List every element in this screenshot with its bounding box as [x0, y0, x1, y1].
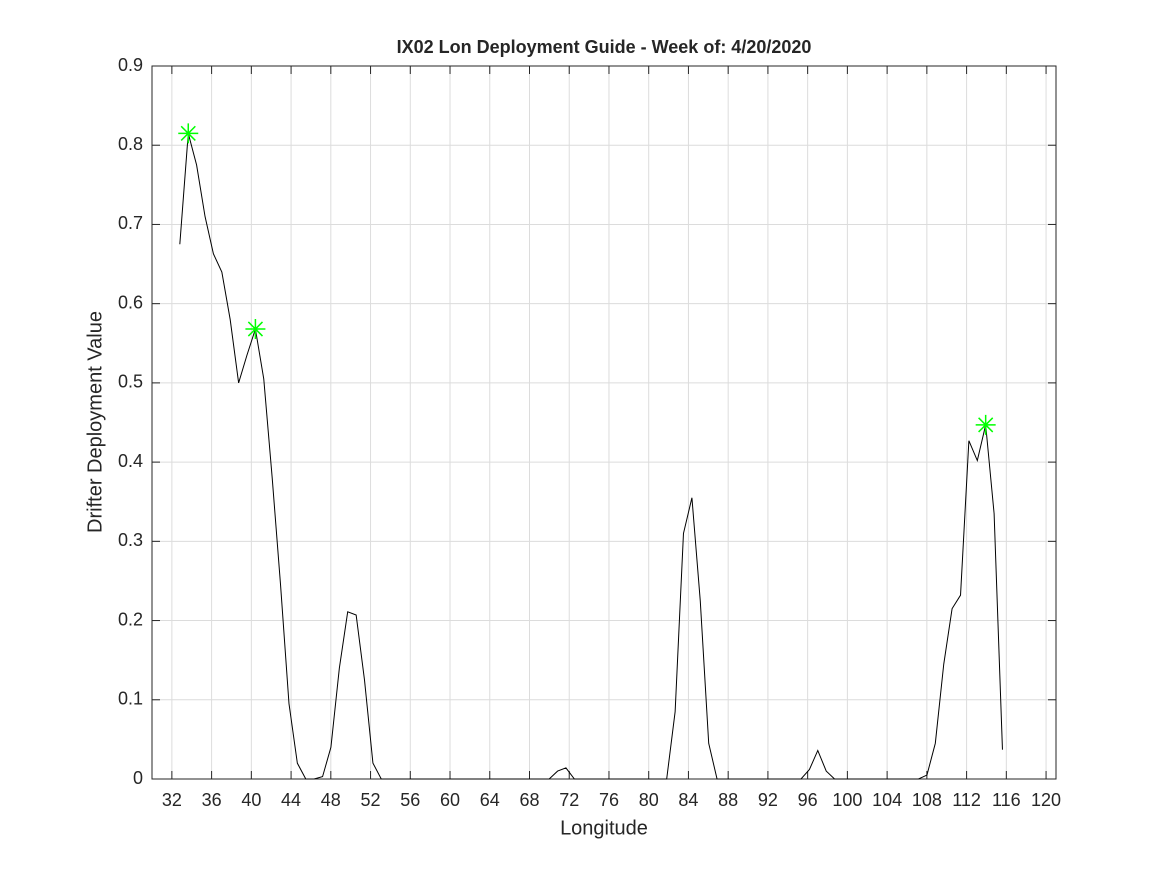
x-tick-label: 52	[361, 790, 381, 810]
x-tick-label: 72	[559, 790, 579, 810]
y-tick-label: 0.5	[118, 372, 143, 392]
x-tick-label: 116	[992, 790, 1021, 810]
x-tick-label: 92	[758, 790, 778, 810]
x-tick-label: 64	[480, 790, 500, 810]
x-tick-label: 68	[519, 790, 539, 810]
x-tick-label: 48	[321, 790, 341, 810]
x-tick-label: 104	[872, 790, 902, 810]
chart-title: IX02 Lon Deployment Guide - Week of: 4/2…	[397, 37, 812, 57]
y-axis-label: Drifter Deployment Value	[84, 311, 106, 533]
y-tick-label: 0.7	[118, 213, 143, 233]
y-tick-label: 0.3	[118, 530, 143, 550]
x-tick-label: 112	[952, 790, 981, 810]
y-tick-label: 0.6	[118, 292, 143, 312]
y-tick-label: 0.9	[118, 55, 143, 75]
line	[179, 133, 1003, 780]
x-tick-label: 100	[832, 790, 862, 810]
y-tick-label: 0.8	[118, 134, 143, 154]
x-tick-label: 120	[1031, 790, 1061, 810]
x-tick-label: 36	[202, 790, 222, 810]
y-tick-label: 0	[133, 768, 143, 788]
marker	[245, 319, 266, 340]
x-tick-label: 96	[798, 790, 818, 810]
x-axis-label: Longitude	[560, 817, 648, 839]
x-tick-label: 76	[599, 790, 619, 810]
y-tick-label: 0.4	[118, 451, 143, 471]
x-tick-label: 56	[400, 790, 420, 810]
x-tick-label: 88	[718, 790, 738, 810]
x-tick-label: 40	[241, 790, 261, 810]
x-tick-label: 84	[678, 790, 698, 810]
x-tick-label: 32	[162, 790, 182, 810]
x-tick-label: 80	[639, 790, 659, 810]
y-tick-label: 0.2	[118, 609, 143, 629]
marker	[975, 414, 996, 435]
x-tick-label: 44	[281, 790, 301, 810]
x-tick-label: 60	[440, 790, 460, 810]
marker	[178, 123, 199, 144]
y-tick-label: 0.1	[118, 689, 143, 709]
x-tick-label: 108	[912, 790, 942, 810]
